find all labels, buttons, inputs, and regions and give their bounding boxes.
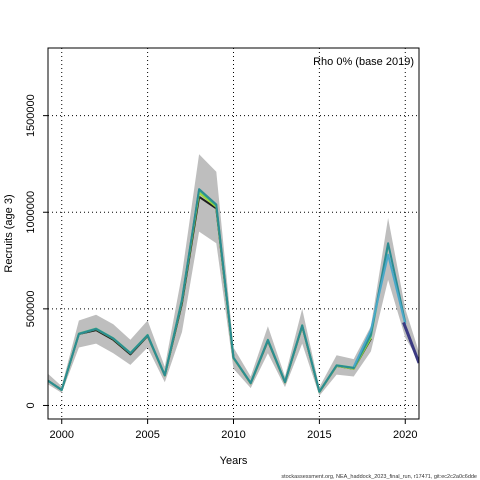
series-line-4 <box>48 188 407 393</box>
source-note: stockassessment.org, NEA_haddock_2023_fi… <box>281 474 477 480</box>
confidence-band-layer <box>48 154 419 396</box>
x-tick-label: 2000 <box>49 429 73 441</box>
y-tick-label: 0 <box>25 402 37 408</box>
x-tick-label: 2020 <box>393 429 417 441</box>
x-axis-title: Years <box>220 455 248 467</box>
confidence-band <box>48 154 419 396</box>
chart-annotation: Rho 0% (base 2019) <box>313 56 414 68</box>
series-lines-layer <box>48 188 419 393</box>
y-axis-title: Recruits (age 3) <box>3 194 15 272</box>
series-line-5 <box>352 253 407 368</box>
x-tick-label: 2010 <box>221 429 245 441</box>
y-axis: 0 500000 1000000 1500000 <box>25 94 48 409</box>
x-tick-label: 2005 <box>135 429 159 441</box>
y-tick-label: 500000 <box>25 291 37 328</box>
y-tick-label: 1500000 <box>25 94 37 137</box>
x-axis: 2000 2005 2010 2015 2020 <box>49 419 418 441</box>
series-line-6 <box>402 321 419 364</box>
y-tick-label: 1000000 <box>25 191 37 234</box>
x-tick-label: 2015 <box>307 429 331 441</box>
